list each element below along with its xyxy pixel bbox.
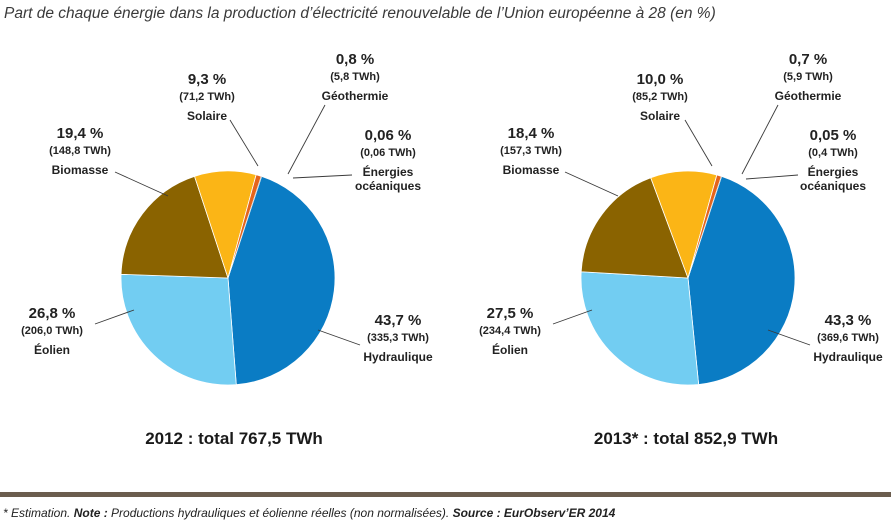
slice-twh-label: (71,2 TWh) <box>179 91 235 103</box>
footer-rule <box>0 492 891 497</box>
slice-name-label: Hydraulique <box>813 350 883 364</box>
pie-slice-hydraulique <box>687 175 796 385</box>
slice-twh-label: (5,9 TWh) <box>783 71 833 83</box>
slice-name-label: Énergies <box>808 164 859 179</box>
leader-line-energies-oceaniques <box>292 174 353 179</box>
leader-line-eolien <box>94 309 135 325</box>
leader-line-hydraulique <box>317 329 361 346</box>
chart-title: Part de chaque énergie dans la productio… <box>4 5 716 22</box>
leader-line-hydraulique <box>767 329 811 346</box>
pie-slice-eolien <box>580 271 700 386</box>
leader-line-eolien <box>552 309 593 325</box>
slice-twh-label: (85,2 TWh) <box>632 91 688 103</box>
slice-percent-label: 27,5 % <box>487 305 534 322</box>
slice-name-label: Biomasse <box>503 163 560 177</box>
slice-name-label: Éolien <box>492 342 528 357</box>
slice-twh-label: (206,0 TWh) <box>21 325 83 337</box>
pie-slice-energies-oceaniques <box>688 176 722 278</box>
slice-percent-label: 0,7 % <box>789 51 827 68</box>
leader-line-geothermie <box>741 104 779 175</box>
slice-twh-label: (148,8 TWh) <box>49 145 111 157</box>
slice-percent-label: 0,05 % <box>810 127 857 144</box>
pie-slice-geothermie <box>227 174 262 279</box>
leader-line-geothermie <box>287 104 326 175</box>
pie-slice-hydraulique <box>227 175 336 386</box>
slice-twh-label: (0,06 TWh) <box>360 147 416 159</box>
pie-slice-biomasse <box>120 175 229 279</box>
slice-name-label: Solaire <box>640 109 680 123</box>
pie-slice-geothermie <box>687 174 722 279</box>
leader-line-biomasse <box>114 171 169 197</box>
slice-name-label: Solaire <box>187 109 227 123</box>
slice-twh-label: (157,3 TWh) <box>500 145 562 157</box>
slice-percent-label: 9,3 % <box>188 71 226 88</box>
slice-twh-label: (5,8 TWh) <box>330 71 380 83</box>
footnote-estimation: * Estimation. <box>3 506 74 520</box>
slice-twh-label: (369,6 TWh) <box>817 332 879 344</box>
leader-line-solaire <box>229 119 259 167</box>
footnote-note-text: Productions hydrauliques et éolienne rée… <box>107 506 453 520</box>
slice-name-label: Géothermie <box>322 89 389 103</box>
pie-slice-energies-oceaniques <box>228 176 262 278</box>
slice-name-label: Hydraulique <box>363 350 433 364</box>
slice-percent-label: 43,7 % <box>375 312 422 329</box>
pie-chart-2013: 43,3 % (369,6 TWh) Hydraulique 27,5 % (234,4… <box>479 51 883 448</box>
slice-name-label: océaniques <box>800 179 866 193</box>
slice-percent-label: 10,0 % <box>637 71 684 88</box>
slice-percent-label: 19,4 % <box>57 125 104 142</box>
slice-percent-label: 43,3 % <box>825 312 872 329</box>
slice-name-label: Énergies <box>363 164 414 179</box>
slice-name-label: Biomasse <box>52 163 109 177</box>
slice-percent-label: 26,8 % <box>29 305 76 322</box>
pie-slice-eolien <box>120 273 237 386</box>
leader-line-energies-oceaniques <box>745 174 799 180</box>
pie-charts: 43,7 % (335,3 TWh) Hydraulique 26,8 % (206,0… <box>21 51 883 448</box>
footnote-source: Source : EurObserv’ER 2014 <box>452 506 616 520</box>
pie-slice-biomasse <box>580 177 689 279</box>
leader-line-biomasse <box>564 171 619 197</box>
slice-name-label: Éolien <box>34 342 70 357</box>
pie-total-title: 2012 : total 767,5 TWh <box>145 429 323 448</box>
slice-percent-label: 18,4 % <box>508 125 555 142</box>
pie-chart-2012: 43,7 % (335,3 TWh) Hydraulique 26,8 % (206,0… <box>21 51 433 448</box>
slice-twh-label: (335,3 TWh) <box>367 332 429 344</box>
footnote: * Estimation. Note : Productions hydraul… <box>3 506 615 520</box>
slice-name-label: Géothermie <box>775 89 842 103</box>
pie-total-title: 2013* : total 852,9 TWh <box>594 429 778 448</box>
slice-name-label: océaniques <box>355 179 421 193</box>
leader-line-solaire <box>684 119 713 167</box>
slice-twh-label: (234,4 TWh) <box>479 325 541 337</box>
slice-percent-label: 0,8 % <box>336 51 374 68</box>
slice-percent-label: 0,06 % <box>365 127 412 144</box>
slice-twh-label: (0,4 TWh) <box>808 147 858 159</box>
footnote-note-label: Note : <box>73 506 108 520</box>
